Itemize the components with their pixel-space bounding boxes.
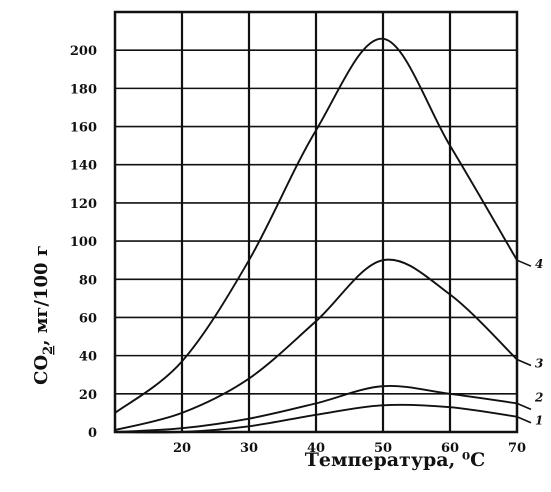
y-tick-label: 200 (70, 44, 97, 59)
x-tick-label: 40 (307, 441, 325, 456)
plot-grid (115, 12, 517, 432)
curve-4-extension (516, 259, 532, 267)
x-tick-label: 60 (441, 441, 459, 456)
curve-label-3: 3 (535, 356, 543, 370)
x-tick-label: 70 (508, 441, 526, 456)
y-tick-label: 100 (70, 235, 97, 250)
y-tick-label: 80 (79, 273, 97, 288)
y-tick-label: 60 (79, 311, 97, 326)
curve-3-extension (516, 358, 532, 367)
curve-label-2: 2 (534, 390, 543, 404)
curve-label-1: 1 (535, 414, 543, 428)
x-tick-labels: 20 30 40 50 60 70 (173, 441, 526, 456)
curve-4 (114, 37, 518, 414)
y-tick-label: 20 (79, 388, 97, 403)
y-axis-label: CO2, мг/100 г (31, 245, 56, 385)
curve-1 (114, 403, 518, 434)
y-tick-label: 140 (70, 159, 97, 174)
y-axis-label-co: CO (31, 355, 52, 385)
y-tick-labels: 0 20 40 60 80 100 120 140 160 180 200 (70, 44, 97, 441)
curve-3 (114, 258, 518, 432)
y-tick-label: 120 (70, 197, 97, 212)
curve-2-extension (516, 402, 532, 411)
y-tick-label: 40 (79, 350, 97, 365)
y-tick-label: 0 (88, 426, 97, 441)
x-tick-label: 50 (374, 441, 392, 456)
y-tick-label: 180 (70, 82, 97, 97)
curve-1-extension (516, 415, 532, 424)
x-tick-label: 20 (173, 441, 191, 456)
y-axis-label-unit: , мг/100 г (31, 245, 52, 346)
y-axis-label-sub: 2 (41, 346, 56, 355)
x-tick-label: 30 (240, 441, 258, 456)
x-axis-label: Температура, ⁰С (305, 449, 486, 471)
curve-labels: 1 2 3 4 (534, 257, 543, 428)
plot-frame (113, 10, 519, 434)
curve-label-4: 4 (535, 257, 543, 271)
data-curves (114, 37, 532, 434)
curve-2 (114, 384, 518, 433)
y-tick-label: 160 (70, 121, 97, 136)
